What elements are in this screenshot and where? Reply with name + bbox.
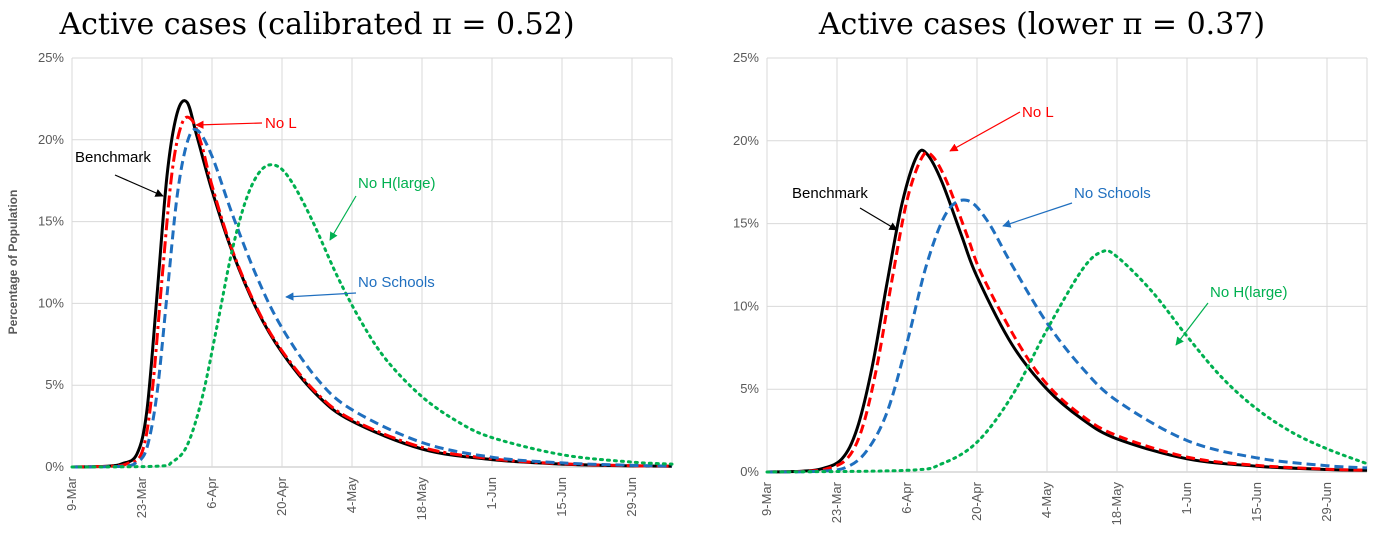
annotation-no-l: No L — [265, 115, 297, 132]
x-tick-label: 9-Mar — [759, 481, 774, 516]
y-tick-label: 10% — [38, 295, 64, 310]
y-tick-label: 5% — [740, 381, 759, 396]
chart-title: Active cases (calibrated π = 0.52) — [58, 7, 574, 42]
x-tick-label: 29-Jun — [1319, 482, 1334, 522]
y-axis-label: Percentage of Population — [6, 190, 20, 335]
series-line-no-schools — [766, 198, 1368, 474]
series-line-no-h-large — [70, 163, 674, 469]
x-tick-label: 1-Jun — [1179, 482, 1194, 515]
x-tick-label: 23-Mar — [829, 481, 844, 523]
y-tick-label: 25% — [733, 50, 759, 65]
chart-panel-left: Active cases (calibrated π = 0.52) 0% 5% 10… — [6, 7, 674, 521]
annotation-arrow-no-h-large — [1175, 302, 1209, 346]
annotation-no-l: No L — [1022, 104, 1054, 121]
annotation-benchmark: Benchmark — [75, 149, 151, 166]
series-line-no-h-large — [765, 249, 1369, 474]
annotation-arrow-benchmark — [859, 207, 898, 231]
y-tick-label: 5% — [45, 377, 64, 392]
chart-panel-right: Active cases (lower π = 0.37) 0% 5% 10% 15% 2… — [733, 7, 1369, 526]
x-tick-label: 23-Mar — [134, 476, 149, 518]
series-line-no-l — [766, 150, 1368, 474]
annotation-no-schools: No Schools — [358, 274, 435, 291]
x-tick-label: 4-May — [1039, 482, 1054, 519]
series-line-benchmark — [766, 148, 1368, 474]
x-tick-label: 18-May — [414, 477, 429, 521]
annotation-arrow-no-schools — [1002, 202, 1073, 228]
x-tick-label: 1-Jun — [484, 477, 499, 510]
annotation-arrow-no-l — [949, 111, 1021, 152]
y-tick-label: 25% — [38, 50, 64, 65]
series-line-no-schools — [71, 127, 673, 469]
x-tick-label: 29-Jun — [624, 477, 639, 517]
series-line-no-l — [71, 115, 673, 469]
x-tick-label: 9-Mar — [64, 476, 79, 511]
annotation-arrow-benchmark — [114, 174, 164, 197]
x-tick-label: 20-Apr — [274, 476, 289, 516]
x-tick-label: 4-May — [344, 477, 359, 514]
y-tick-label: 15% — [38, 214, 64, 229]
annotation-no-h-large: No H(large) — [1210, 284, 1288, 301]
x-tick-label: 20-Apr — [969, 481, 984, 521]
annotation-arrow-no-l — [195, 120, 263, 129]
x-tick-label: 15-Jun — [1249, 482, 1264, 522]
x-tick-label: 18-May — [1109, 482, 1124, 526]
annotation-no-schools: No Schools — [1074, 185, 1151, 202]
y-tick-label: 20% — [733, 133, 759, 148]
annotation-arrow-no-schools — [285, 292, 357, 301]
y-tick-label: 20% — [38, 132, 64, 147]
x-tick-label: 6-Apr — [899, 481, 914, 513]
annotation-benchmark: Benchmark — [792, 185, 868, 202]
y-tick-label: 0% — [45, 459, 64, 474]
x-tick-label: 15-Jun — [554, 477, 569, 517]
annotation-arrow-no-h-large — [329, 195, 357, 241]
chart-title: Active cases (lower π = 0.37) — [818, 7, 1265, 42]
y-tick-label: 15% — [733, 216, 759, 231]
y-tick-label: 10% — [733, 298, 759, 313]
y-tick-label: 0% — [740, 464, 759, 479]
x-tick-label: 6-Apr — [204, 476, 219, 508]
annotation-no-h-large: No H(large) — [358, 175, 436, 192]
